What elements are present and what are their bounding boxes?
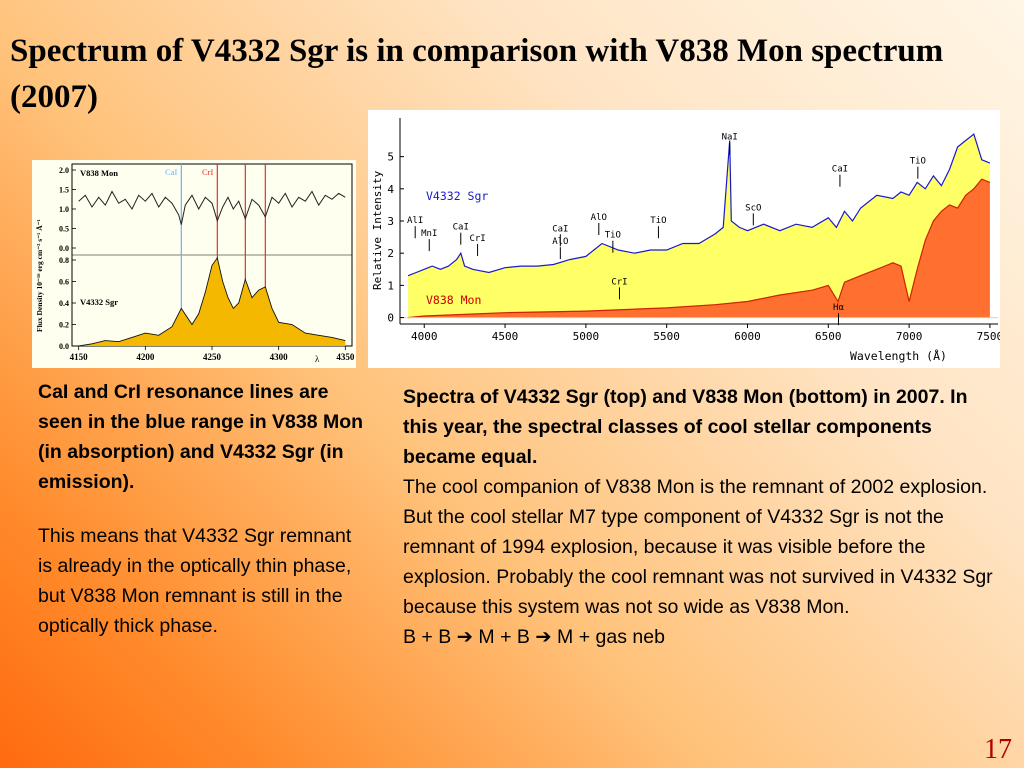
slide-title: Spectrum of V4332 Sgr is in comparison w…: [10, 33, 944, 115]
right-series-label-v838: V838 Mon: [426, 293, 481, 307]
right-annotation-label: CaI: [552, 224, 568, 234]
left-marker-label: CaI: [165, 167, 177, 177]
left-x-tick-label: 4200: [136, 352, 155, 362]
right-annotation-label: AlO: [591, 213, 607, 223]
left-chart-svg: 4150 4200 4250 4300 4350 2.0 1.5 1.0 0.5 0.0 0.8 0.…: [32, 160, 356, 368]
left-lower-y-tick-label: 0.4: [59, 299, 69, 308]
right-x-tick-label: 5500: [653, 330, 680, 343]
right-series-line-1: [408, 178, 991, 319]
right-y-tick-label: 1: [387, 279, 394, 292]
right-y-tick-label: 5: [387, 151, 394, 164]
right-annotation-label: MnI: [421, 229, 437, 239]
left-x-tick-label: 4150: [70, 352, 89, 362]
right-x-tick-label: 6500: [815, 330, 842, 343]
right-text-bold: Spectra of V4332 Sgr (top) and V838 Mon …: [403, 386, 968, 468]
left-upper-y-tick-label: 0.5: [59, 225, 69, 234]
right-annotation-label: AlI: [407, 216, 423, 226]
right-x-axis-label: Wavelength (Å): [850, 348, 947, 363]
left-lower-y-tick-label: 0.0: [59, 342, 69, 351]
left-lower-y-tick-label: 0.6: [59, 278, 69, 287]
right-text-body: The cool companion of V838 Mon is the re…: [403, 476, 993, 618]
right-spectrum-chart: 0 1 2 3 4 5 4000 4500 5000 5500 6000 6500 7000 7500 N…: [368, 110, 1003, 368]
left-upper-y-tick-label: 2.0: [59, 166, 69, 175]
right-annotation-label: TiO: [605, 231, 621, 241]
right-annotation-label: CaI: [453, 223, 469, 233]
right-annotation-label: ScO: [745, 203, 761, 213]
left-text-bold: CaI and CrI resonance lines are seen in …: [38, 381, 364, 493]
right-series-area-0: [408, 134, 990, 318]
right-annotation-label: CaI: [832, 165, 848, 175]
left-series-v838-line: [78, 190, 346, 225]
right-annotation-label: TiO: [650, 216, 666, 226]
left-text-normal: This means that V4332 Sgr remnant is alr…: [38, 525, 352, 637]
right-x-tick-label: 7000: [896, 330, 923, 343]
right-x-tick-label: 5000: [573, 330, 600, 343]
right-annotation-label: CrI: [611, 277, 627, 287]
right-annotation-label: NaI: [722, 133, 738, 143]
right-text-formula: B + B ➔ M + B ➔ M + gas neb: [403, 626, 665, 648]
right-annotation-label: Hα: [833, 303, 844, 313]
right-series-label-v4332: V4332 Sgr: [426, 189, 488, 203]
right-x-tick-label: 7500: [977, 330, 1000, 343]
left-series-label-top: V838 Mon: [80, 168, 118, 178]
left-x-axis-label: λ: [315, 354, 320, 364]
left-lower-y-tick-label: 0.8: [59, 256, 69, 265]
right-y-tick-label: 0: [387, 312, 394, 325]
right-x-tick-label: 4500: [492, 330, 519, 343]
left-x-tick-label: 4350: [336, 352, 355, 362]
right-y-axis-label: Relative Intensity: [371, 170, 384, 290]
right-y-tick-label: 2: [387, 247, 394, 260]
left-series-v4332-line: [78, 256, 346, 347]
right-x-tick-label: 6000: [734, 330, 761, 343]
left-y-axis-label: Flux Density 10⁻¹⁶ erg cm⁻² s⁻¹ Å⁻¹: [35, 219, 44, 332]
left-text-block: CaI and CrI resonance lines are seen in …: [38, 377, 368, 641]
right-chart-svg: 0 1 2 3 4 5 4000 4500 5000 5500 6000 6500 7000 7500 N…: [368, 110, 1003, 368]
left-series-v4332-area: [78, 257, 346, 346]
right-y-tick-label: 3: [387, 215, 394, 228]
left-upper-y-tick-label: 0.0: [59, 244, 69, 253]
right-y-tick-label: 4: [387, 183, 394, 196]
right-annotation-label: CrI: [469, 234, 485, 244]
right-x-tick-label: 4000: [411, 330, 438, 343]
left-lower-y-tick-label: 0.2: [59, 321, 69, 330]
right-annotation-label: TiO: [910, 157, 926, 167]
left-marker-label: CrI: [202, 167, 214, 177]
right-series-line-0: [407, 133, 991, 277]
left-upper-y-tick-label: 1.5: [59, 186, 69, 195]
right-text-block: Spectra of V4332 Sgr (top) and V838 Mon …: [403, 382, 1003, 652]
left-upper-y-tick-label: 1.0: [59, 205, 69, 214]
left-x-tick-label: 4300: [270, 352, 289, 362]
slide-number: 17: [984, 734, 1012, 765]
left-x-tick-label: 4250: [203, 352, 222, 362]
left-spectrum-chart: 4150 4200 4250 4300 4350 2.0 1.5 1.0 0.5 0.0 0.8 0.…: [32, 160, 356, 368]
left-series-label-bottom: V4332 Sgr: [80, 297, 118, 307]
